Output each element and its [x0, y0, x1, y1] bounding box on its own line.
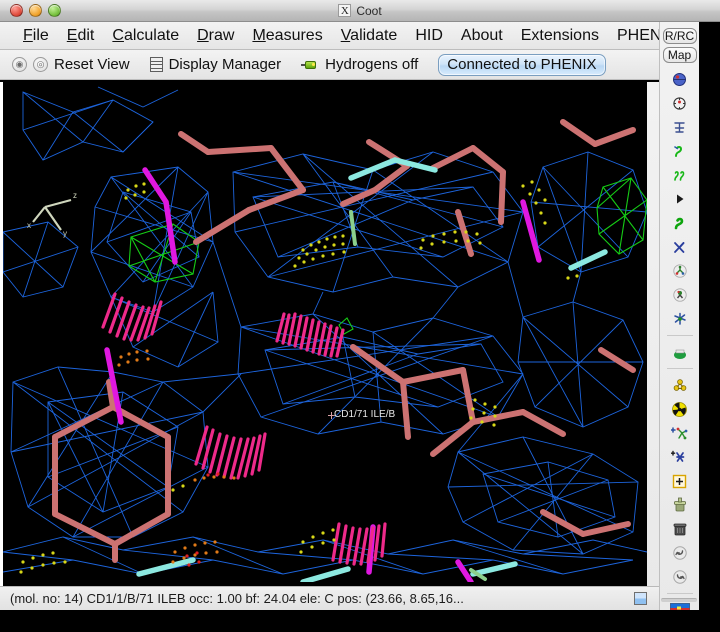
sidebar-separator-2 [666, 368, 693, 369]
window-title-group: X Coot [0, 4, 720, 18]
menu-validate[interactable]: Validate [340, 26, 398, 44]
sphere-refine-icon[interactable] [669, 68, 691, 90]
flip-peptide-icon[interactable] [669, 284, 691, 306]
sidebar-separator [666, 335, 693, 336]
tool-bar: ◉ ◎ Reset View Display Manager Hydrogens… [0, 50, 720, 80]
minimize-button[interactable] [29, 4, 42, 17]
status-text: (mol. no: 14) CD1/1/B/71 ILEB occ: 1.00 … [10, 591, 464, 606]
right-toolbar: R/RC Map [659, 22, 699, 627]
molecular-graphics-canvas[interactable]: z x y CD1/71 ILE/B [3, 82, 647, 582]
x-window-icon: X [338, 4, 352, 17]
maximize-button[interactable] [48, 4, 61, 17]
map-button[interactable]: Map [662, 47, 697, 63]
auto-fit-rotamer-icon[interactable] [669, 212, 691, 234]
ribbon-strand-3 [331, 522, 387, 566]
delete-item-icon[interactable] [669, 494, 691, 516]
trash-icon[interactable] [669, 518, 691, 540]
menu-hid[interactable]: HID [415, 26, 443, 44]
hydrogens-icon[interactable] [301, 59, 319, 71]
title-bar: X Coot [0, 0, 720, 22]
axis-label-y: y [63, 229, 67, 238]
status-bar: (mol. no: 14) CD1/1/B/71 ILEB occ: 1.00 … [0, 586, 720, 610]
sidebar-icon-list [660, 67, 699, 632]
density-mesh-2fofc [3, 86, 647, 575]
ramachandran-icon[interactable] [669, 164, 691, 186]
canvas-left-border [0, 82, 3, 586]
undo-icon[interactable] [669, 542, 691, 564]
ribbon-strand-1 [275, 312, 345, 358]
menu-file[interactable]: File [23, 26, 49, 44]
reset-view-icon-b[interactable]: ◎ [33, 57, 48, 72]
display-manager-icon[interactable] [149, 57, 163, 72]
menu-bar: File Edit Calculate Draw Measures Valida… [0, 22, 720, 50]
menu-calculate[interactable]: Calculate [112, 26, 180, 44]
edit-chi-angles-icon[interactable] [669, 236, 691, 258]
menu-about[interactable]: About [460, 26, 503, 44]
add-alt-conf-icon[interactable] [669, 398, 691, 420]
mutate-residue-icon[interactable] [669, 341, 691, 363]
refine-rc-button[interactable]: R/RC [662, 28, 697, 44]
density-mesh-positive [128, 177, 647, 335]
graphics-scene: z x y [3, 82, 647, 582]
molecule-bonds [52, 119, 636, 582]
menu-draw[interactable]: Draw [197, 26, 235, 44]
sidebar-horizontal-scrollbar[interactable] [661, 598, 697, 602]
axes-labels: z x y [27, 191, 77, 238]
side-chain-180-icon[interactable] [669, 308, 691, 330]
phenix-connection-status[interactable]: Connected to PHENIX [438, 53, 606, 76]
contact-dots-red [185, 472, 220, 567]
contact-dots [19, 180, 579, 574]
reset-view-button[interactable]: Reset View [54, 56, 130, 73]
desktop-background-right [699, 22, 720, 610]
torsion-general-icon[interactable] [669, 260, 691, 282]
hydrogens-toggle-button[interactable]: Hydrogens off [325, 56, 419, 73]
contact-dots-yellow [19, 180, 579, 574]
window-controls [10, 4, 61, 17]
next-residue-icon[interactable] [669, 188, 691, 210]
regularize-zone-icon[interactable] [669, 116, 691, 138]
ribbon-strands [101, 292, 387, 566]
axis-label-x: x [27, 221, 31, 230]
display-manager-button[interactable]: Display Manager [168, 56, 282, 73]
add-terminal-residue-icon[interactable] [669, 374, 691, 396]
add-water-icon[interactable] [669, 446, 691, 468]
close-button[interactable] [10, 4, 23, 17]
canvas-right-border [647, 82, 659, 586]
menu-edit[interactable]: Edit [66, 26, 95, 44]
redo-icon[interactable] [669, 566, 691, 588]
ribbon-strand-2 [194, 425, 267, 480]
add-ot-icon[interactable] [669, 422, 691, 444]
place-atom-at-pointer-icon[interactable] [669, 470, 691, 492]
contact-dots-orange [117, 349, 236, 564]
axis-label-z: z [73, 191, 77, 200]
window-title: Coot [356, 3, 382, 18]
status-color-swatch[interactable] [634, 592, 647, 605]
ribbon-strand-4 [101, 292, 163, 342]
reset-view-icon-a[interactable]: ◉ [12, 57, 27, 72]
rotamer-icon[interactable] [669, 140, 691, 162]
axes-indicator [32, 198, 72, 231]
menu-extensions[interactable]: Extensions [520, 26, 599, 44]
rigid-body-icon[interactable] [669, 92, 691, 114]
desktop-background-bottom [0, 610, 720, 632]
sidebar-separator-3 [666, 593, 693, 594]
menu-measures[interactable]: Measures [252, 26, 323, 44]
